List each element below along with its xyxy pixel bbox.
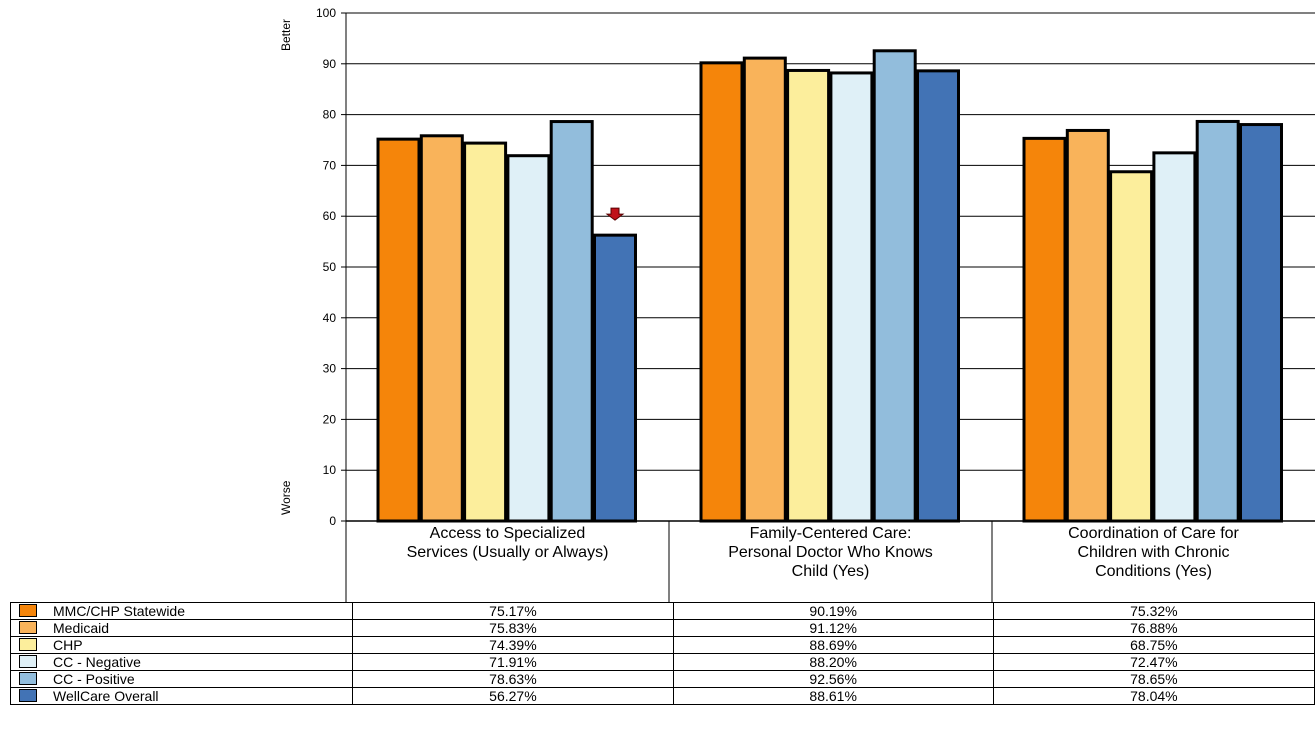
x-category-label: Access to Specialized Services (Usually o… [346, 524, 669, 562]
table-row: WellCare Overall 56.27% 88.61% 78.04% [9, 687, 1315, 705]
x-category-label-line: Personal Doctor Who Knows [728, 544, 933, 561]
y-tick-label: 0 [329, 514, 336, 528]
table-row: CC - Negative 71.91% 88.20% 72.47% [9, 653, 1315, 671]
x-category-label: Family-Centered Care: Personal Doctor Who… [669, 524, 992, 581]
y-tick-label: 60 [323, 209, 337, 223]
table-cell: 88.69% [672, 636, 994, 654]
legend-entry: CC - Positive [9, 670, 354, 688]
table-cell: 92.56% [672, 670, 994, 688]
x-category-label-line: Child (Yes) [791, 563, 870, 580]
legend-label: CC - Positive [53, 670, 135, 687]
legend-swatch [19, 671, 37, 685]
table-cell: 72.47% [992, 653, 1315, 671]
legend-label: MMC/CHP Statewide [53, 602, 186, 619]
table-cell: 56.27% [352, 687, 674, 705]
legend-entry: MMC/CHP Statewide [9, 602, 354, 620]
y-tick-label: 30 [323, 362, 337, 376]
table-cell: 75.17% [352, 602, 674, 620]
y-axis-worse-label: Worse [279, 480, 293, 515]
bar [1195, 119, 1240, 523]
bar [786, 68, 831, 523]
legend-entry: CHP [9, 636, 354, 654]
table-cell: 68.75% [992, 636, 1315, 654]
table-cell: 88.20% [672, 653, 994, 671]
legend-label: CHP [53, 636, 83, 653]
table-cell: 71.91% [352, 653, 674, 671]
y-tick-label: 90 [323, 57, 337, 71]
y-tick-label: 80 [323, 108, 337, 122]
y-tick-label: 20 [323, 412, 337, 426]
bar [1065, 128, 1110, 523]
bar [742, 56, 787, 523]
table-cell: 78.65% [992, 670, 1315, 688]
table-cell: 88.61% [672, 687, 994, 705]
y-tick-label: 10 [323, 463, 337, 477]
bar [872, 49, 917, 523]
legend-label: Medicaid [53, 619, 110, 636]
bar [1109, 170, 1154, 523]
y-tick-label: 40 [323, 311, 337, 325]
x-category-label-line: Services (Usually or Always) [406, 544, 609, 561]
table-cell: 76.88% [992, 619, 1315, 637]
legend-swatch [19, 637, 37, 651]
bar [506, 154, 551, 523]
x-category-label-line: Children with Chronic [1077, 544, 1230, 561]
legend-entry: Medicaid [9, 619, 354, 637]
table-cell: 75.83% [352, 619, 674, 637]
x-category-label: Coordination of Care for Children with Ch… [992, 524, 1315, 581]
table-row: CC - Positive 78.63% 92.56% 78.65% [9, 670, 1315, 688]
y-tick-label: 100 [316, 6, 336, 20]
data-table: MMC/CHP Statewide 75.17% 90.19% 75.32% Medic… [9, 602, 1315, 705]
bar [376, 137, 421, 523]
bar [549, 120, 594, 523]
x-category-label-line: Conditions (Yes) [1095, 563, 1212, 580]
table-row: CHP 74.39% 88.69% 68.75% [9, 636, 1315, 654]
legend-swatch [19, 688, 37, 702]
bar [593, 233, 637, 523]
table-cell: 74.39% [352, 636, 674, 654]
legend-swatch [19, 620, 37, 634]
table-row: Medicaid 75.83% 91.12% 76.88% [9, 619, 1315, 637]
down-arrow-icon [605, 207, 625, 221]
table-cell: 90.19% [672, 602, 994, 620]
x-category-label-line: Access to Specialized [429, 525, 586, 542]
table-cell: 91.12% [672, 619, 994, 637]
bar [419, 134, 464, 523]
y-axis-better-label: Better [279, 18, 293, 51]
y-tick-label: 70 [323, 158, 337, 172]
legend-label: CC - Negative [53, 653, 141, 670]
table-cell: 78.63% [352, 670, 674, 688]
legend-label: WellCare Overall [53, 687, 159, 704]
legend-entry: WellCare Overall [9, 687, 354, 705]
legend-swatch [19, 603, 37, 617]
bar [463, 141, 508, 523]
x-category-label-line: Coordination of Care for [1068, 525, 1239, 542]
table-row: MMC/CHP Statewide 75.17% 90.19% 75.32% [9, 602, 1315, 620]
bar [699, 61, 744, 523]
bar [829, 71, 874, 523]
table-cell: 75.32% [992, 602, 1315, 620]
bar [916, 69, 960, 523]
legend-entry: CC - Negative [9, 653, 354, 671]
y-tick-label: 50 [323, 260, 337, 274]
bar [1152, 151, 1197, 523]
bar [1239, 123, 1283, 523]
x-category-label-line: Family-Centered Care: [749, 525, 912, 542]
table-cell: 78.04% [992, 687, 1315, 705]
bar [1022, 136, 1067, 523]
legend-swatch [19, 654, 37, 668]
